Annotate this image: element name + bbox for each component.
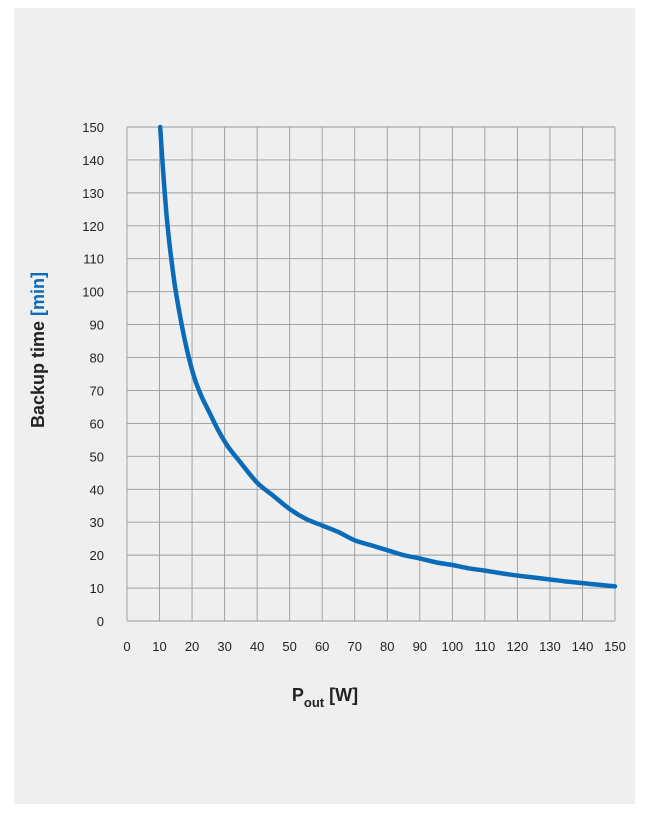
y-tick-label: 20 (90, 548, 104, 563)
x-tick-label: 90 (413, 639, 427, 654)
y-tick-labels: 0 10 20 30 40 50 60 70 80 90 100 110 120 130 140 150 (82, 120, 104, 629)
x-tick-label: 60 (315, 639, 329, 654)
y-tick-label: 10 (90, 581, 104, 596)
x-tick-label: 80 (380, 639, 394, 654)
x-tick-labels: 0 10 20 30 40 50 60 70 80 90 100 110 120 130 140 150 (123, 639, 625, 654)
x-axis-title-main: P (292, 685, 304, 705)
y-tick-label: 70 (90, 383, 104, 398)
x-tick-label: 110 (474, 639, 495, 654)
x-tick-label: 40 (250, 639, 264, 654)
y-tick-label: 60 (90, 416, 104, 431)
grid-lines (126, 126, 616, 622)
x-tick-label: 50 (282, 639, 296, 654)
y-axis-title-unit: [min] (28, 272, 48, 316)
backup-time-curve (157, 124, 618, 589)
y-tick-label: 120 (82, 219, 104, 234)
x-axis-title-subscript: out (304, 695, 325, 710)
y-tick-label: 0 (97, 614, 104, 629)
y-axis-title: Backup time [min] (28, 272, 48, 428)
y-tick-label: 100 (82, 285, 104, 300)
x-tick-label: 100 (441, 639, 463, 654)
y-tick-label: 30 (90, 515, 104, 530)
x-tick-label: 70 (347, 639, 361, 654)
y-tick-label: 130 (82, 186, 104, 201)
x-tick-label: 0 (123, 639, 130, 654)
y-tick-label: 40 (90, 482, 104, 497)
y-tick-label: 110 (83, 252, 104, 267)
y-tick-label: 50 (90, 449, 104, 464)
x-tick-label: 120 (507, 639, 529, 654)
x-tick-label: 130 (539, 639, 561, 654)
y-tick-label: 150 (82, 120, 104, 135)
y-tick-label: 80 (90, 351, 104, 366)
y-tick-label: 90 (90, 318, 104, 333)
x-tick-label: 20 (185, 639, 199, 654)
x-tick-label: 150 (604, 639, 626, 654)
y-axis-title-main: Backup time (28, 316, 48, 428)
y-tick-label: 140 (82, 153, 104, 168)
x-tick-label: 10 (152, 639, 166, 654)
x-axis-title-unit: [W] (324, 685, 358, 705)
chart-panel (14, 8, 635, 804)
x-axis-title: Pout [W] (292, 685, 358, 710)
x-tick-label: 140 (572, 639, 594, 654)
x-tick-label: 30 (217, 639, 231, 654)
